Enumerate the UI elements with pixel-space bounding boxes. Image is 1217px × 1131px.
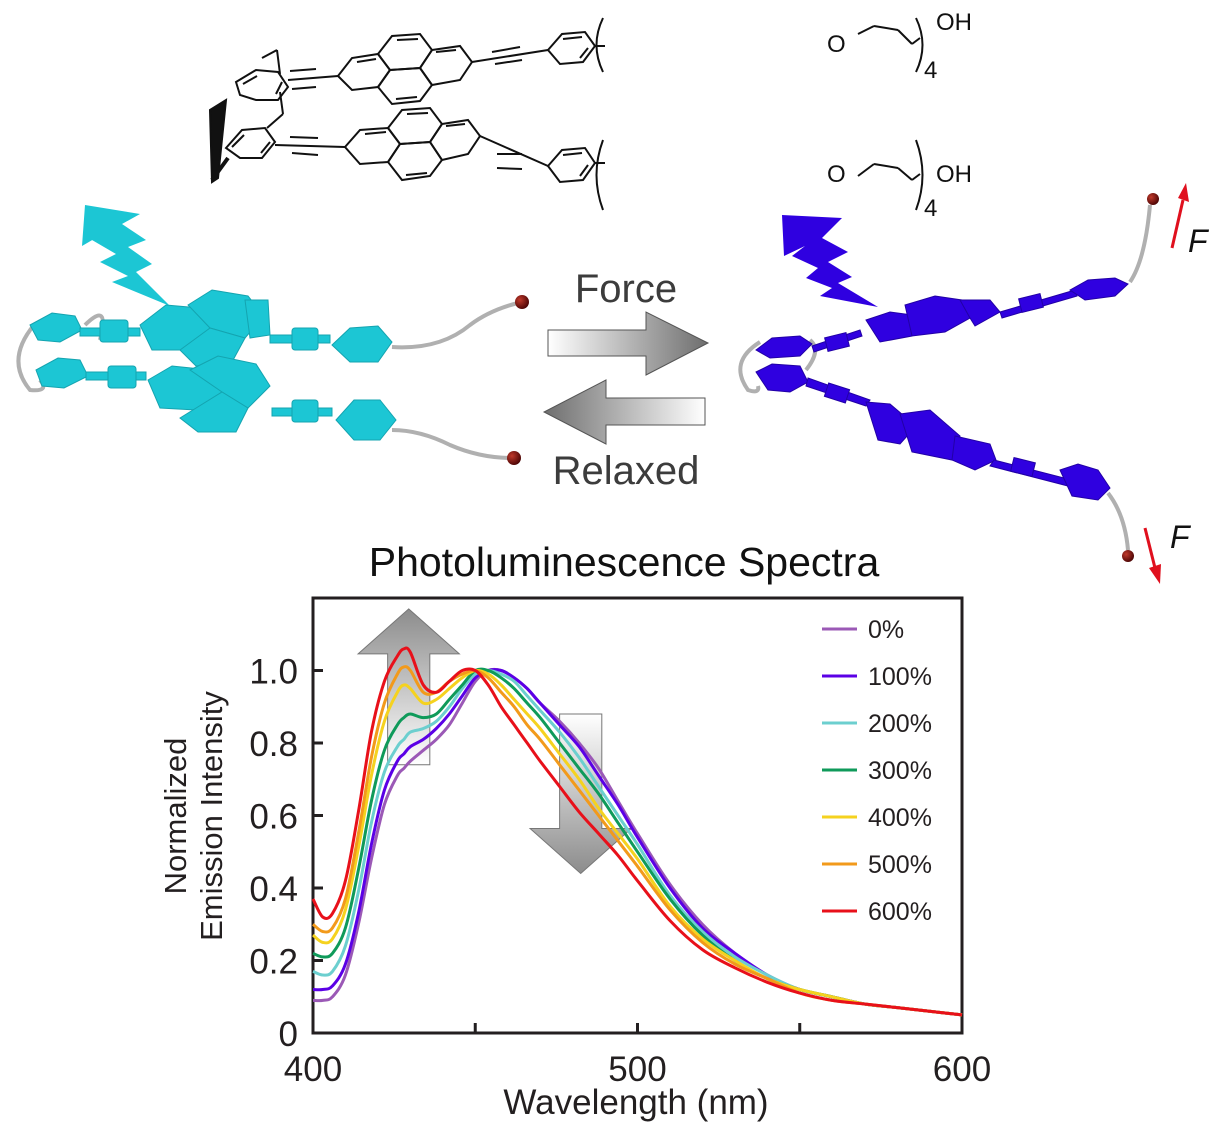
stretched-model: F F — [738, 183, 1210, 584]
x-tick-label: 600 — [933, 1050, 991, 1089]
y-tick-label: 0.6 — [249, 798, 298, 837]
end-bead-bottom-stretched — [1122, 550, 1134, 562]
y-tick-label: 0.2 — [249, 943, 298, 982]
series-line-500pct — [312, 665, 963, 1017]
y-tick-label: 0.4 — [249, 870, 298, 909]
linker-loop-stretched — [738, 340, 762, 394]
chemical-structure — [208, 17, 924, 211]
alkyne-bottom-right — [479, 135, 549, 170]
y-axis-label-line1: Normalized — [158, 738, 193, 895]
peg-chain-top — [595, 17, 924, 73]
oxygen-label-top: O — [827, 31, 846, 58]
legend-label: 200% — [868, 710, 932, 738]
oh-label-bottom: OH — [936, 161, 972, 188]
alkyne-top-left — [287, 68, 339, 90]
legend-label: 300% — [868, 757, 932, 785]
tether-bottom — [391, 428, 513, 460]
phenyl-top — [546, 30, 597, 66]
legend-label: 0% — [868, 616, 904, 644]
pl-spectra-chart: Photoluminescence Spectra 400 500 600 0 0.2… — [158, 539, 991, 1122]
legend-label: 600% — [868, 898, 932, 926]
molecule-labels: O OH 4 O OH 4 — [827, 9, 972, 222]
peg-chain-bottom — [595, 139, 924, 211]
end-bead-top — [515, 295, 529, 309]
force-transition: Force Relaxed — [542, 267, 710, 493]
alkyne-bottom-left — [274, 136, 346, 156]
relaxed-label: Relaxed — [553, 449, 700, 493]
wedge-bond — [208, 98, 228, 184]
y-tick-label: 1.0 — [249, 653, 298, 692]
legend-label: 100% — [868, 663, 932, 691]
series-line-600pct — [311, 646, 963, 1017]
pyrene-top — [336, 32, 474, 106]
x-axis-label: Wavelength (nm) — [503, 1083, 768, 1122]
oxygen-label-bottom: O — [827, 161, 846, 188]
bridge-bond — [261, 49, 278, 59]
emission-bolt-cyan-icon — [82, 205, 170, 306]
y-axis-label-line2: Emission Intensity — [194, 691, 229, 941]
cyclophane-ring-bottom — [224, 126, 277, 159]
legend-label: 400% — [868, 804, 932, 832]
relaxed-model — [16, 205, 529, 465]
pyrene-bottom — [343, 106, 482, 182]
force-label: Force — [575, 267, 677, 311]
alkyne-top-right — [471, 46, 549, 65]
relax-arrow-icon — [542, 379, 706, 445]
chart-title: Photoluminescence Spectra — [369, 539, 880, 585]
force-arrow-icon — [547, 311, 710, 376]
tether-top-stretched — [1128, 204, 1152, 284]
force-arrow-up-icon — [1170, 183, 1189, 249]
phenyl-bottom — [546, 146, 597, 184]
tether-top — [391, 301, 519, 350]
end-bead-bottom — [507, 451, 521, 465]
repeat-count-bottom: 4 — [924, 195, 937, 222]
cyclophane-ring-top — [234, 68, 290, 101]
end-bead-top-stretched — [1147, 193, 1159, 205]
repeat-count-top: 4 — [924, 57, 937, 84]
oh-label-top: OH — [936, 9, 972, 36]
force-arrow-down-icon — [1143, 527, 1161, 584]
emission-bolt-blue-icon — [782, 215, 878, 307]
y-tick-label: 0.8 — [249, 725, 298, 764]
x-tick-label: 500 — [608, 1050, 666, 1089]
force-symbol-top: F — [1188, 223, 1210, 259]
legend-label: 500% — [868, 851, 932, 879]
series-line-200pct — [312, 669, 963, 1017]
force-symbol-bottom: F — [1170, 519, 1192, 555]
x-tick-label: 400 — [284, 1050, 342, 1089]
tether-bottom-stretched — [1106, 491, 1130, 551]
y-tick-label: 0 — [279, 1015, 298, 1054]
